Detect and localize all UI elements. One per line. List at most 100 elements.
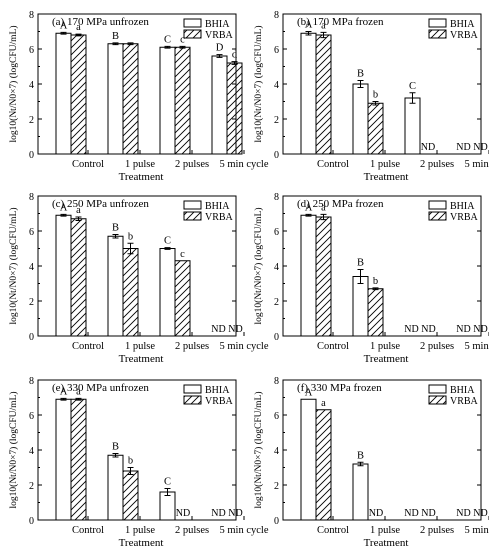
legend-swatch-vrba	[428, 395, 447, 405]
significance-letter: C	[164, 477, 171, 488]
bar-vrba-0	[315, 409, 332, 521]
panel-title: (f) 330 MPa frozen	[297, 382, 382, 394]
chart-panel-a: 0 2 4 6 8 log10(Nt/N0×7) (logCFU/mL) Control 1 …	[8, 10, 269, 183]
y-tick-label: 4	[29, 80, 34, 91]
bar-vrba-0	[70, 398, 87, 521]
bar-bhia-0	[55, 214, 72, 337]
bar-bhia-2	[404, 97, 421, 155]
significance-letter: C	[164, 236, 171, 247]
chart-panel-c: 0 2 4 6 8 log10(Nt/N0×7) (logCFU/mL) Control 1 …	[8, 192, 269, 365]
bar-vrba-1	[367, 102, 384, 155]
significance-letter: A	[305, 387, 313, 398]
bar-vrba-2	[174, 46, 191, 155]
bar-bhia-1	[352, 276, 369, 337]
y-tick-label: 6	[29, 227, 34, 238]
significance-letter: a	[321, 202, 326, 213]
x-tick-label: Control	[72, 525, 104, 536]
legend-swatch-bhia	[428, 384, 447, 394]
legend-swatch-bhia	[428, 200, 447, 210]
y-tick-label: 0	[274, 150, 279, 161]
legend-label: VRBA	[450, 30, 479, 41]
significance-letter: B	[112, 442, 119, 453]
bar-vrba-0	[70, 34, 87, 155]
x-tick-label: 2 pulses	[175, 159, 209, 170]
x-tick-label: 1 pulse	[125, 341, 155, 352]
y-tick-label: 6	[29, 411, 34, 422]
y-axis-label: log10(Nt/N0×7) (logCFU/mL)	[8, 208, 19, 325]
legend-label: BHIA	[205, 385, 230, 396]
x-tick-label: 1 pulse	[370, 159, 400, 170]
x-axis-label: Treatment	[119, 171, 164, 183]
y-axis-label: log10(Nt/N0×7) (logCFU/mL)	[253, 208, 264, 325]
bar-bhia-0	[55, 398, 72, 521]
bar-bhia-2	[159, 248, 176, 337]
x-tick-label: 5 min cycle	[220, 159, 269, 170]
y-tick-label: 2	[274, 297, 279, 308]
significance-letter: B	[357, 69, 364, 80]
y-tick-label: 8	[29, 376, 34, 387]
y-axis-label: log10(Nt/N0×7) (logCFU/mL)	[8, 392, 19, 509]
y-tick-label: 4	[29, 446, 34, 457]
chart-panel-f: 0 2 4 6 8 log10(Nt/N0×7) (logCFU/mL) Control 1 …	[253, 376, 489, 549]
chart-panel-e: 0 2 4 6 8 log10(Nt/N0×7) (logCFU/mL) Control 1 …	[8, 376, 269, 549]
legend-label: BHIA	[450, 385, 475, 396]
legend-swatch-vrba	[428, 29, 447, 39]
y-tick-label: 6	[274, 45, 279, 56]
legend-swatch-vrba	[183, 29, 202, 39]
x-axis-label: Treatment	[364, 353, 409, 365]
y-tick-label: 2	[29, 115, 34, 126]
x-tick-label: Control	[72, 341, 104, 352]
significance-letter: C	[164, 34, 171, 45]
y-tick-label: 2	[274, 115, 279, 126]
bar-vrba-3	[226, 62, 243, 155]
significance-letter: B	[357, 258, 364, 269]
y-axis-label: log10(Nt/N0×7) (logCFU/mL)	[253, 392, 264, 509]
legend-swatch-bhia	[428, 18, 447, 28]
x-axis-label: Treatment	[364, 537, 409, 549]
panel-title: (d) 250 MPa frozen	[297, 198, 384, 210]
panel-title: (a) 170 MPa unfrozen	[52, 16, 149, 28]
significance-letter: d	[232, 50, 238, 61]
nd-label: ND ND	[211, 508, 242, 519]
significance-letter: a	[76, 22, 81, 33]
y-tick-label: 0	[29, 516, 34, 527]
panel-title: (e) 330 MPa unfrozen	[52, 382, 149, 394]
bar-vrba-0	[315, 216, 332, 337]
bar-vrba-2	[174, 260, 191, 337]
legend-swatch-vrba	[183, 211, 202, 221]
nd-label: ND	[176, 508, 190, 519]
chart-panel-b: 0 2 4 6 8 log10(Nt/N0×7) (logCFU/mL) Control 1 …	[253, 10, 489, 183]
x-axis-label: Treatment	[119, 537, 164, 549]
x-tick-label: 5 min cycle	[465, 341, 489, 352]
significance-letter: b	[373, 90, 378, 101]
y-tick-label: 6	[274, 227, 279, 238]
bar-bhia-2	[159, 46, 176, 155]
legend-label: BHIA	[450, 19, 475, 30]
y-tick-label: 8	[274, 192, 279, 203]
significance-letter: a	[321, 20, 326, 31]
bar-bhia-0	[300, 398, 317, 521]
significance-letter: B	[112, 31, 119, 42]
y-tick-label: 8	[274, 10, 279, 21]
bar-bhia-1	[352, 83, 369, 155]
y-tick-label: 2	[29, 297, 34, 308]
chart-panel-d: 0 2 4 6 8 log10(Nt/N0×7) (logCFU/mL) Control 1 …	[253, 192, 489, 365]
y-tick-label: 8	[29, 192, 34, 203]
y-tick-label: 4	[274, 80, 279, 91]
significance-letter: a	[76, 205, 81, 216]
bar-bhia-0	[55, 32, 72, 155]
x-tick-label: 2 pulses	[175, 341, 209, 352]
y-tick-label: 4	[29, 262, 34, 273]
significance-letter: A	[60, 20, 68, 31]
nd-label: ND	[369, 508, 383, 519]
panel-title: (b) 170 MPa frozen	[297, 16, 384, 28]
nd-label: ND	[421, 142, 435, 153]
x-tick-label: 2 pulses	[420, 341, 454, 352]
bar-bhia-0	[300, 214, 317, 337]
x-tick-label: Control	[317, 341, 349, 352]
y-tick-label: 0	[274, 516, 279, 527]
significance-letter: C	[409, 81, 416, 92]
x-tick-label: 5 min cycle	[465, 159, 489, 170]
legend-label: BHIA	[205, 19, 230, 30]
